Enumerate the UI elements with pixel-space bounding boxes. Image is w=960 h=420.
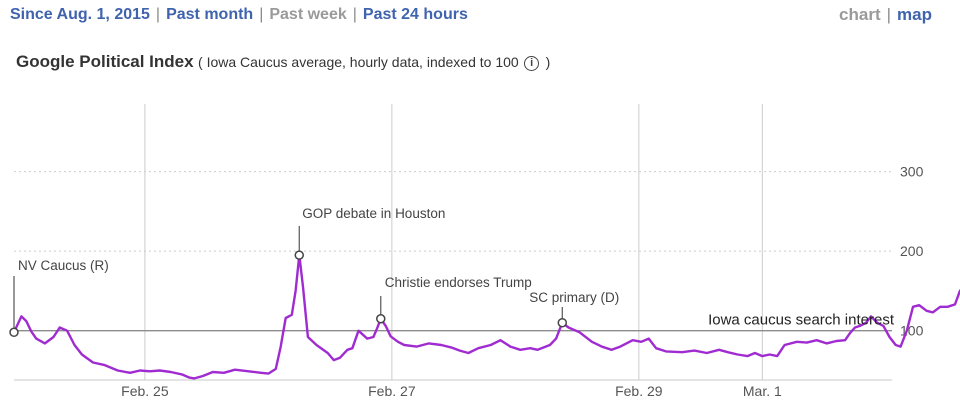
- view-separator: |: [886, 5, 892, 24]
- chart-heading: Google Political Index ( Iowa Caucus ave…: [16, 52, 550, 72]
- series-line: [12, 253, 960, 380]
- nav-separator: |: [259, 6, 264, 23]
- baseline-label: Iowa caucus search interest: [708, 312, 895, 329]
- view-toggle: chart | map: [839, 5, 932, 25]
- x-tick-label: Feb. 25: [121, 383, 169, 399]
- y-tick-label: 200: [900, 243, 924, 259]
- map-view-link[interactable]: map: [897, 5, 932, 24]
- annotation-marker: [557, 317, 568, 328]
- annotation-marker: [9, 327, 19, 338]
- info-icon[interactable]: i: [524, 56, 540, 71]
- chart-title: Google Political Index: [16, 52, 194, 71]
- range-past-week-link[interactable]: Past week: [269, 6, 347, 23]
- x-tick-label: Feb. 29: [615, 383, 663, 399]
- y-tick-label: 300: [900, 164, 924, 180]
- annotation-marker: [376, 314, 386, 324]
- nav-separator: |: [155, 6, 161, 23]
- range-past-24-hours-link[interactable]: Past 24 hours: [362, 6, 468, 23]
- annotation-label: NV Caucus (R): [18, 258, 109, 273]
- x-tick-label: Mar. 1: [743, 383, 782, 399]
- x-tick-label: Feb. 27: [368, 383, 416, 399]
- annotation-label: SC primary (D): [529, 290, 619, 305]
- annotation-label: GOP debate in Houston: [302, 206, 445, 221]
- chart-subtitle: ( Iowa Caucus average, hourly data, inde…: [198, 54, 519, 70]
- annotation-marker: [294, 250, 305, 260]
- range-past-month-link[interactable]: Past month: [166, 6, 254, 23]
- chart-view-link[interactable]: chart: [839, 5, 881, 24]
- time-range-nav: Since Aug. 1, 2015 | Past month | Past week |…: [10, 6, 468, 24]
- nav-separator: |: [352, 6, 357, 23]
- range-since-aug-2015-link[interactable]: Since Aug. 1, 2015: [10, 6, 150, 23]
- annotation-label: Christie endorses Trump: [385, 275, 532, 290]
- chart-subtitle-close: ): [545, 54, 551, 70]
